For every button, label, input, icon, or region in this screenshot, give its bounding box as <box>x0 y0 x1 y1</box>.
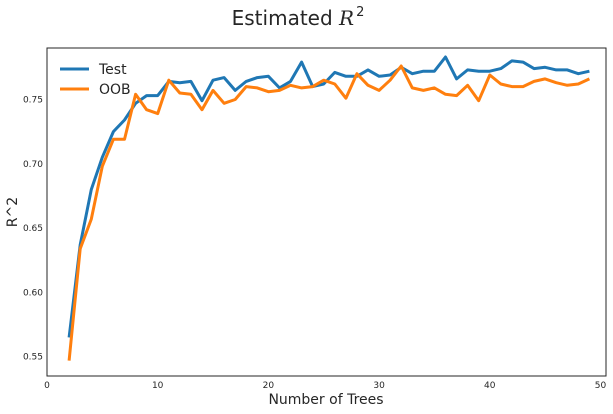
x-tick-labels: 0 10 20 30 40 50 <box>44 381 606 391</box>
legend-label-test: Test <box>98 62 127 78</box>
chart-title-math-superscript: 2 <box>356 5 364 20</box>
x-axis-label: Number of Trees <box>268 392 383 408</box>
x-tick-label: 0 <box>44 381 50 391</box>
y-tick-label: 0.55 <box>23 353 43 363</box>
x-tick-label: 10 <box>152 381 164 391</box>
y-tick-label: 0.75 <box>23 95 43 105</box>
plot-area <box>46 47 607 377</box>
y-tick-label: 0.70 <box>23 160 43 170</box>
series-line-test <box>67 55 590 338</box>
legend: Test OOB <box>60 62 131 98</box>
y-tick-labels: 0.55 0.60 0.65 0.70 0.75 <box>23 95 43 362</box>
y-tick-label: 0.65 <box>23 224 43 234</box>
x-tick-label: 50 <box>595 381 607 391</box>
x-tick-label: 20 <box>263 381 275 391</box>
series-lines <box>67 55 591 361</box>
series-line-oob <box>67 64 591 361</box>
y-axis-label: R^2 <box>5 197 21 227</box>
chart-title-text: Estimated <box>232 6 339 30</box>
x-tick-label: 40 <box>484 381 496 391</box>
chart-title-math-base: R <box>338 6 354 30</box>
y-tick-label: 0.60 <box>23 288 43 298</box>
legend-label-oob: OOB <box>99 82 131 98</box>
x-tick-label: 30 <box>373 381 385 391</box>
